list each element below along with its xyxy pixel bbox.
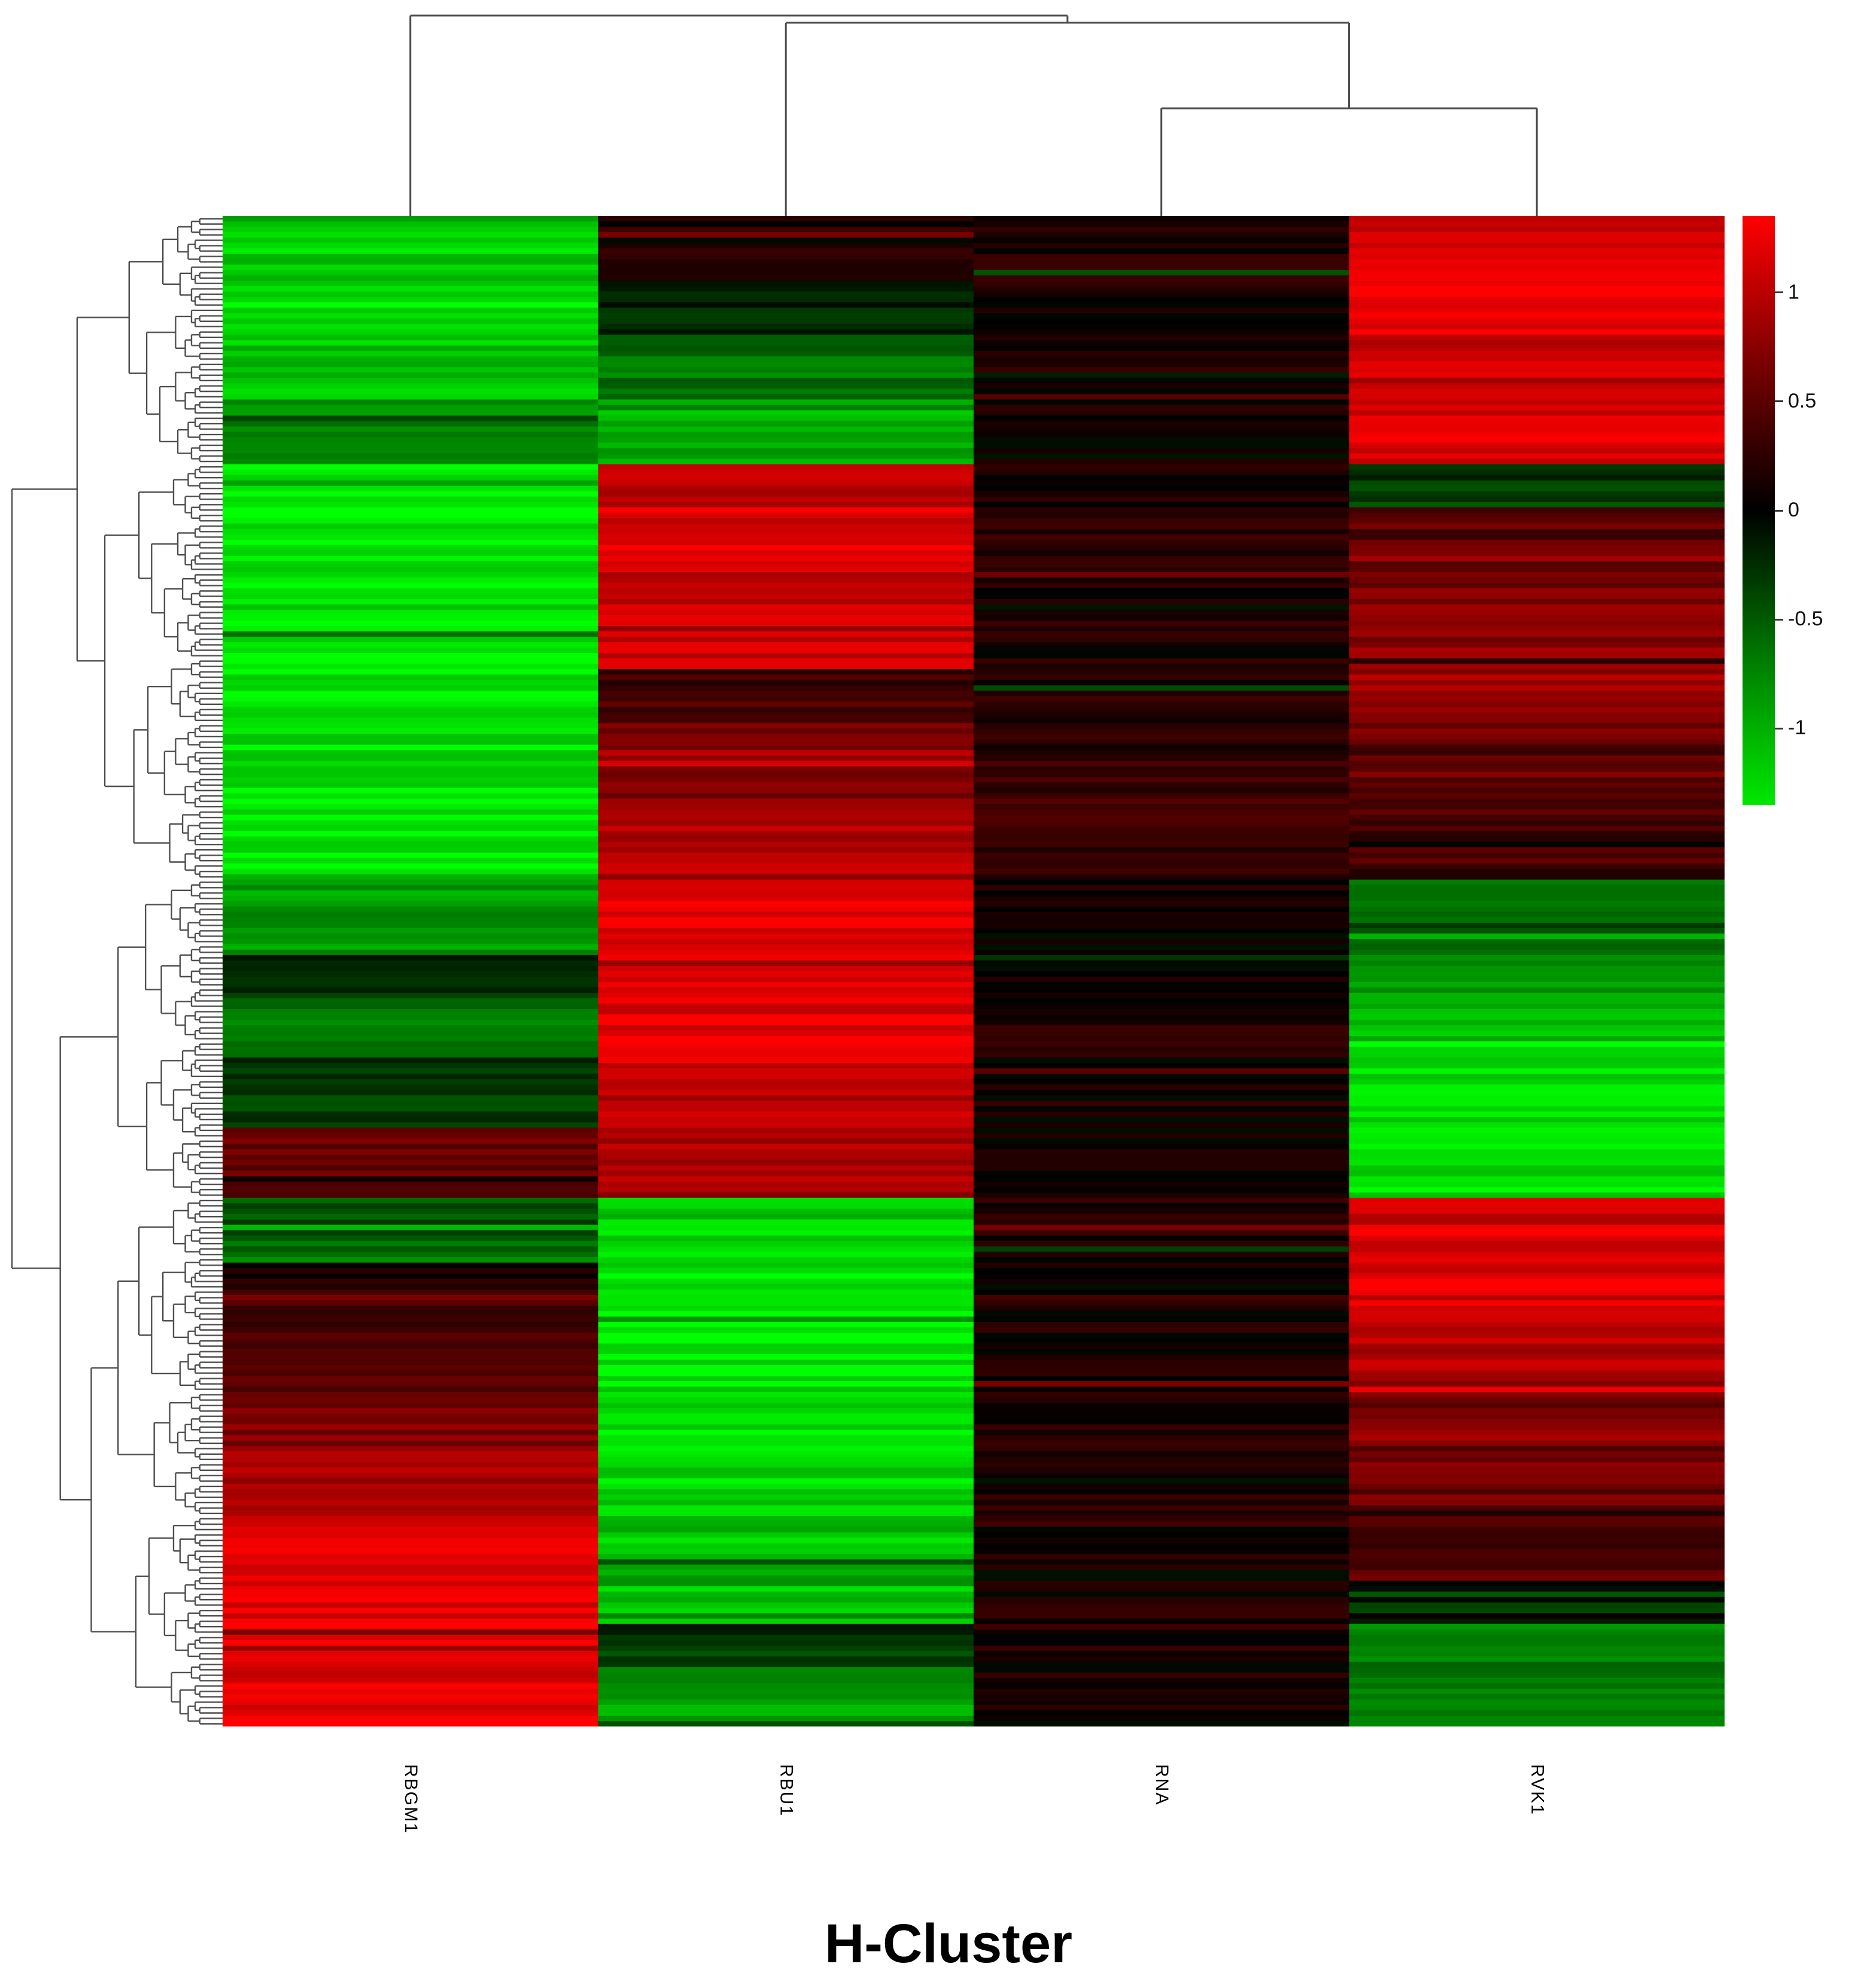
colorbar-tick-label: 0 xyxy=(1788,498,1799,521)
colorbar-gradient xyxy=(1743,216,1775,805)
colorbar-tickmark xyxy=(1775,727,1783,729)
colorbar-tick-label: 0.5 xyxy=(1788,389,1817,412)
chart-title: H-Cluster xyxy=(824,1913,1073,1974)
column-label-rbu1: RBU1 xyxy=(776,1764,796,1817)
column-label-rna: RNA xyxy=(1151,1764,1172,1806)
colorbar-tick-label: -0.5 xyxy=(1788,607,1823,631)
colorbar: 1 0.5 0 -0.5 -1 xyxy=(1743,216,1861,805)
colorbar-tick-label: -1 xyxy=(1788,716,1807,740)
colorbar-tickmark xyxy=(1775,509,1783,512)
row-dendrogram xyxy=(11,218,223,1725)
colorbar-tickmark xyxy=(1775,400,1783,403)
heatmap-grid xyxy=(223,216,1725,1726)
colorbar-tickmark xyxy=(1775,291,1783,294)
column-label-rvk1: RVK1 xyxy=(1527,1764,1547,1816)
colorbar-tickmark xyxy=(1775,618,1783,621)
colorbar-tick-label: 1 xyxy=(1788,280,1799,303)
column-dendrogram xyxy=(409,14,1538,216)
column-label-rbgm1: RBGM1 xyxy=(400,1764,421,1834)
